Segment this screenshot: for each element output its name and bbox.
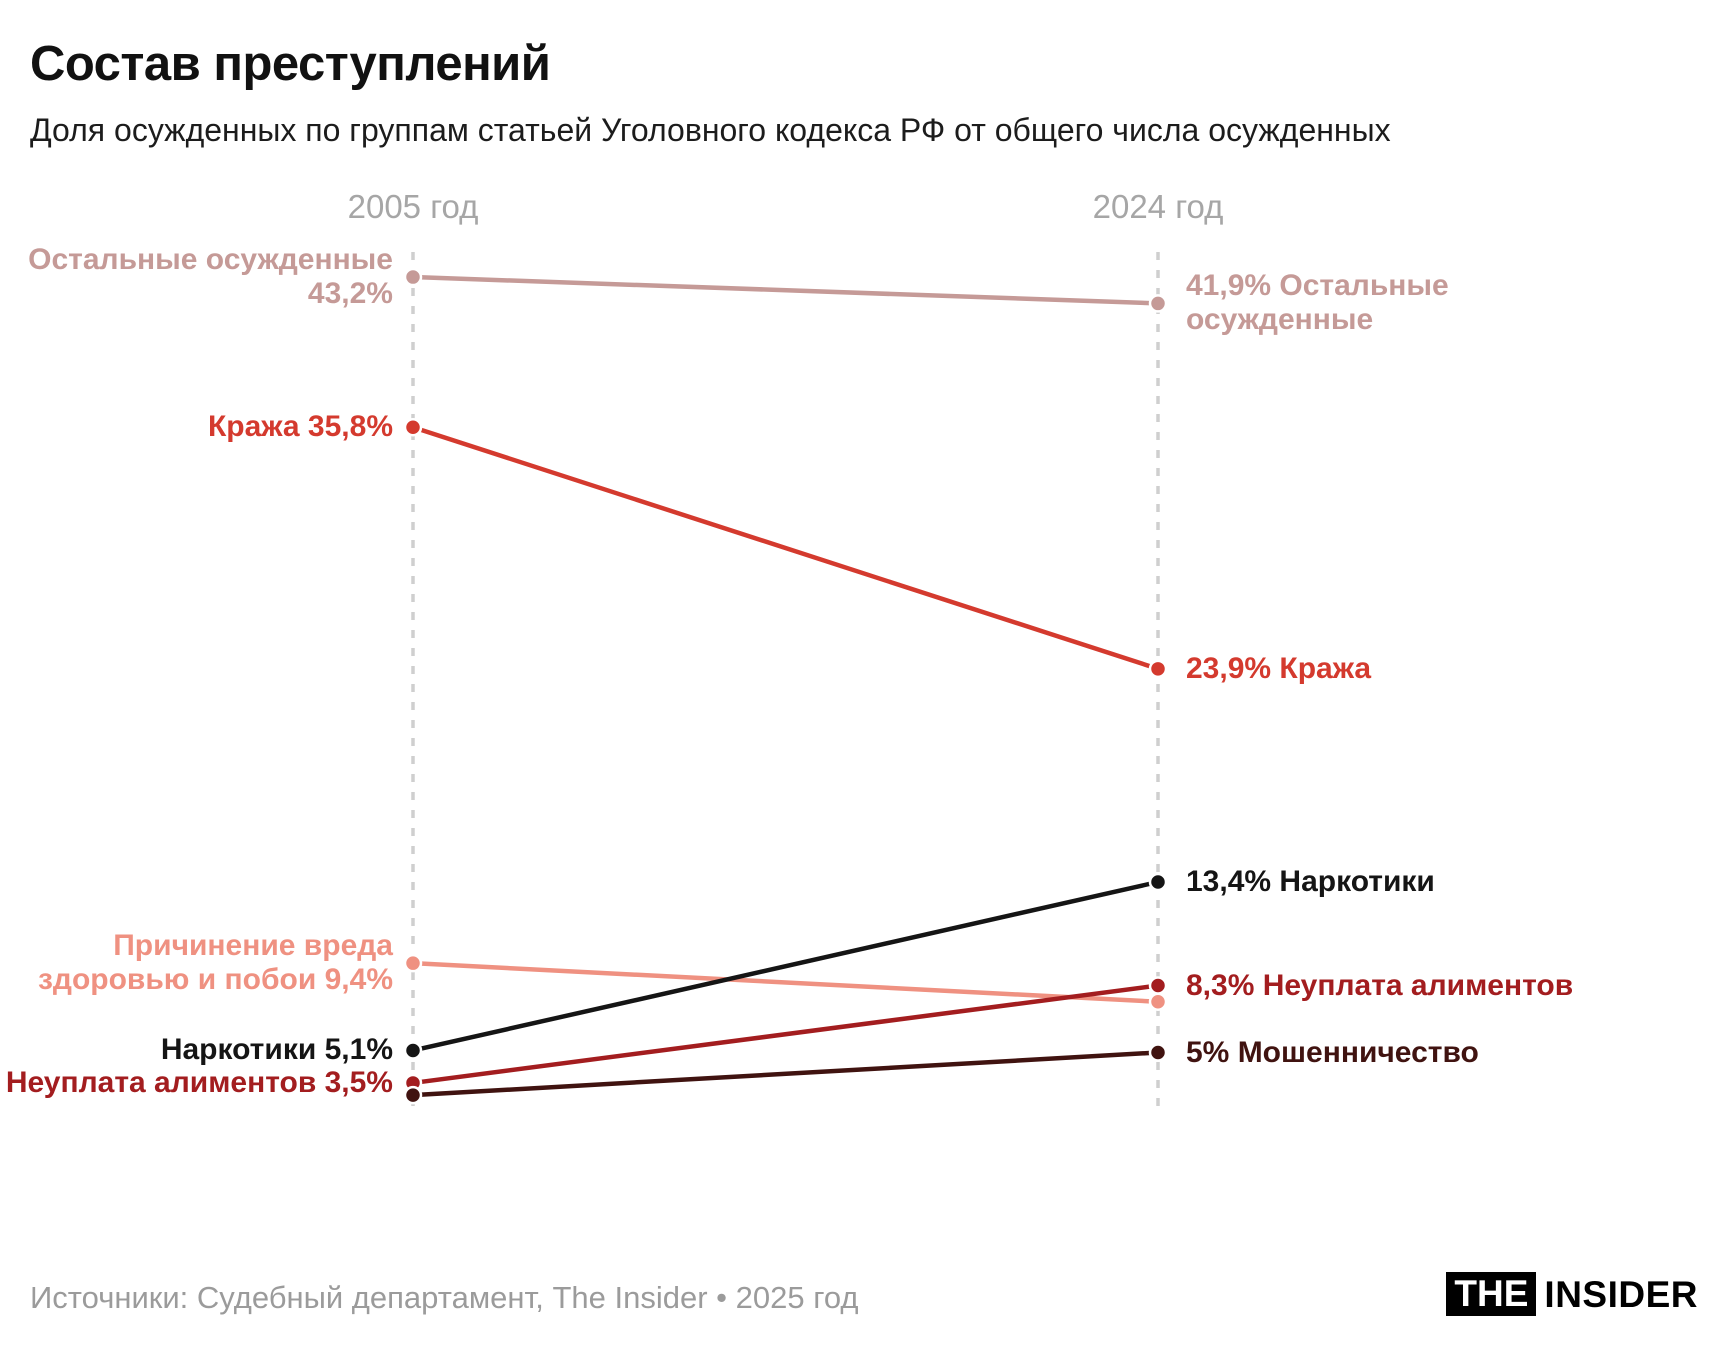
- the-insider-logo: THE INSIDER: [1446, 1272, 1698, 1316]
- series-label-right-0: 41,9% Остальные осужденные: [1186, 269, 1449, 337]
- series-label-left-2: Причинение вреда здоровью и побои 9,4%: [37, 929, 393, 997]
- dot-left-1: [403, 418, 423, 437]
- series-label-left-0: Остальные осужденные 43,2%: [28, 243, 393, 311]
- dot-right-1: [1148, 659, 1168, 679]
- dot-right-2: [1148, 992, 1168, 1011]
- slope-line-3: [412, 879, 1159, 1053]
- page-subtitle: Доля осужденных по группам статьей Уголо…: [30, 112, 1391, 148]
- dot-left-5: [403, 1085, 423, 1105]
- series-label-left-1: Кража 35,8%: [207, 410, 393, 444]
- column-header-2024: 2024 год: [1092, 188, 1224, 225]
- page-title: Состав преступлений: [30, 37, 551, 91]
- slope-line-4: [412, 983, 1159, 1086]
- dot-left-3: [403, 1041, 423, 1060]
- dot-right-4: [1148, 976, 1168, 995]
- dot-right-5: [1148, 1043, 1168, 1062]
- logo-insider-text: INSIDER: [1544, 1273, 1698, 1315]
- series-label-right-1: 23,9% Кража: [1186, 651, 1372, 685]
- sources-text: Источники: Судебный департамент, The Ins…: [30, 1280, 859, 1315]
- slope-line-0: [412, 274, 1159, 306]
- slope-line-2: [412, 960, 1159, 1004]
- dot-right-3: [1148, 872, 1168, 892]
- dot-right-0: [1148, 294, 1168, 313]
- series-label-right-5: 5% Мошенничество: [1186, 1035, 1479, 1069]
- series-label-left-3: Наркотики 5,1%: [160, 1033, 393, 1067]
- series-label-left-4: Неуплата алиментов 3,5%: [5, 1065, 393, 1099]
- column-header-2005: 2005 год: [347, 188, 479, 225]
- series-label-right-3: 13,4% Наркотики: [1186, 865, 1435, 899]
- slope-line-5: [412, 1050, 1159, 1098]
- logo-the-box: THE: [1446, 1272, 1537, 1316]
- dot-left-2: [403, 953, 423, 973]
- dot-left-0: [403, 267, 423, 287]
- series-label-right-4: 8,3% Неуплата алиментов: [1186, 968, 1574, 1002]
- slope-line-1: [412, 425, 1159, 671]
